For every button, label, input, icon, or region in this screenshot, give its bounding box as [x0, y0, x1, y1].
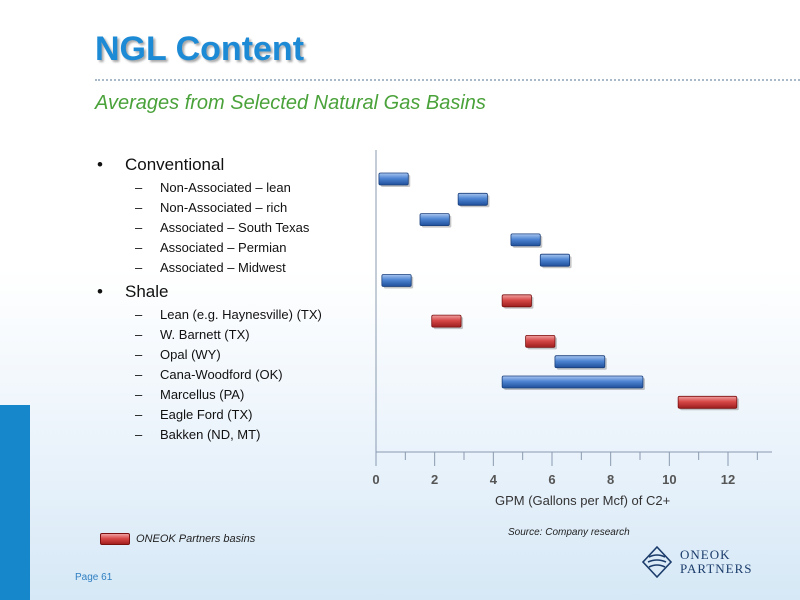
x-tick-label: 4 — [490, 472, 498, 487]
logo-line-2: PARTNERS — [680, 561, 753, 576]
range-bar-oneok — [677, 395, 738, 409]
list-item-label: Associated – South Texas — [160, 220, 310, 235]
range-bar — [554, 355, 606, 369]
range-bar-oneok — [431, 314, 462, 328]
list-item: – Lean (e.g. Haynesville) (TX) — [95, 305, 322, 325]
range-bar — [457, 192, 488, 206]
slide-title: NGL Content — [95, 30, 305, 68]
list-item-label: Non-Associated – lean — [160, 180, 291, 195]
dash: – — [135, 200, 143, 215]
list-item-label: Lean (e.g. Haynesville) (TX) — [160, 307, 322, 322]
dash: – — [135, 407, 143, 422]
range-bar — [510, 233, 541, 247]
range-bar-oneok — [501, 294, 532, 308]
dash: – — [135, 327, 143, 342]
list-item: – Non-Associated – lean — [95, 178, 322, 198]
list-item-label: Opal (WY) — [160, 347, 221, 362]
list-item-label: Cana-Woodford (OK) — [160, 367, 283, 382]
source-note: Source: Company research — [508, 527, 630, 538]
list-item: – Associated – Midwest — [95, 258, 322, 278]
bullet: • — [97, 155, 103, 174]
range-bar — [378, 172, 409, 186]
list-item: – Bakken (ND, MT) — [95, 425, 322, 445]
x-tick-label: 12 — [721, 472, 735, 487]
legend: ONEOK Partners basins — [100, 533, 255, 545]
dash: – — [135, 240, 143, 255]
x-tick-label: 8 — [607, 472, 614, 487]
group-label: Conventional — [125, 155, 225, 174]
shale-list: – Lean (e.g. Haynesville) (TX) – W. Barnet… — [95, 305, 322, 445]
range-bar — [381, 274, 412, 287]
list-item: – Associated – Permian — [95, 238, 322, 258]
list-item-label: Bakken (ND, MT) — [160, 427, 261, 442]
bullet: • — [97, 282, 103, 301]
range-bar — [501, 375, 644, 389]
legend-swatch-oneok — [100, 533, 130, 545]
dash: – — [135, 220, 143, 235]
title-divider — [95, 79, 800, 81]
company-logo: ONEOK PARTNERS — [640, 545, 753, 579]
list-item-label: Non-Associated – rich — [160, 200, 288, 215]
list-item-label: Associated – Permian — [160, 240, 287, 255]
list-item-label: Marcellus (PA) — [160, 387, 245, 402]
dash: – — [135, 347, 143, 362]
range-bar — [419, 213, 450, 227]
list-item: – Non-Associated – rich — [95, 198, 322, 218]
list-item: – Opal (WY) — [95, 345, 322, 365]
x-tick-label: 10 — [662, 472, 676, 487]
range-bar-oneok — [525, 334, 556, 348]
list-item: – Cana-Woodford (OK) — [95, 365, 322, 385]
slide-subtitle: Averages from Selected Natural Gas Basin… — [95, 92, 486, 114]
x-axis-title: GPM (Gallons per Mcf) of C2+ — [495, 493, 671, 508]
dash: – — [135, 180, 143, 195]
oneok-logo-icon — [641, 545, 673, 579]
conventional-list: – Non-Associated – lean – Non-Associated –… — [95, 178, 322, 278]
page-number: Page 61 — [75, 572, 113, 583]
list-item: – W. Barnett (TX) — [95, 325, 322, 345]
group-label: Shale — [125, 282, 169, 301]
dash: – — [135, 387, 143, 402]
logo-line-1: ONEOK — [680, 547, 731, 562]
group-shale: • Shale — [95, 282, 322, 302]
x-tick-label: 6 — [548, 472, 555, 487]
legend-label: ONEOK Partners basins — [136, 533, 256, 545]
list-item-label: Eagle Ford (TX) — [160, 407, 253, 422]
list-item: – Eagle Ford (TX) — [95, 405, 322, 425]
x-tick-label: 2 — [431, 472, 438, 487]
logo-wordmark: ONEOK PARTNERS — [680, 548, 753, 576]
dash: – — [135, 260, 143, 275]
left-accent-bar — [0, 405, 30, 600]
list-item-label: W. Barnett (TX) — [160, 327, 250, 342]
dash: – — [135, 367, 143, 382]
list-item: – Marcellus (PA) — [95, 385, 322, 405]
basin-outline: • Conventional – Non-Associated – lean – N… — [95, 155, 322, 449]
dash: – — [135, 307, 143, 322]
range-bar — [539, 253, 570, 267]
dash: – — [135, 427, 143, 442]
list-item: – Associated – South Texas — [95, 218, 322, 238]
x-tick-label: 0 — [372, 472, 379, 487]
list-item-label: Associated – Midwest — [160, 260, 286, 275]
group-conventional: • Conventional — [95, 155, 322, 175]
